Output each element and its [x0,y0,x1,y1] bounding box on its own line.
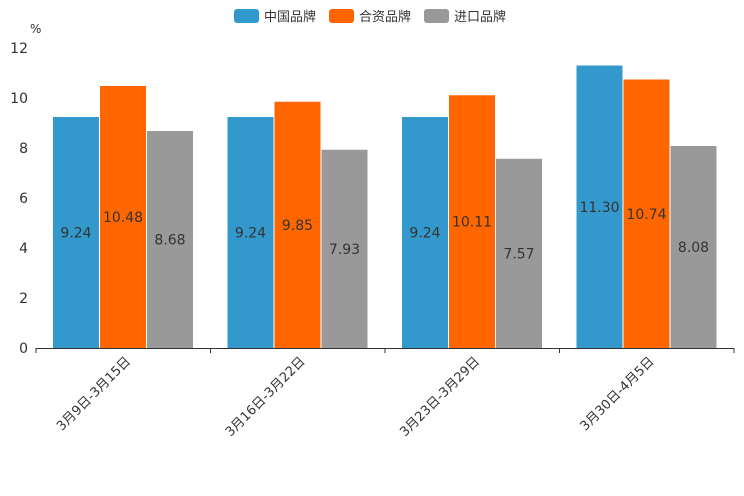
data-label: 9.24 [235,226,266,242]
y-tick-label: 0 [19,341,28,357]
bars: 9.24 10.48 8.68 9.24 9.85 7.93 9.24 10.11 7.57 11… [53,65,717,349]
legend: 中国品牌 合资品牌 进口品牌 [234,9,506,25]
bar-合资品牌-3[interactable] [623,79,670,349]
data-label: 11.30 [579,200,619,216]
data-label: 8.08 [678,240,709,256]
legend-swatch[interactable] [424,9,449,23]
data-label: 9.24 [60,226,91,242]
data-label: 10.11 [452,215,492,231]
legend-swatch[interactable] [234,9,259,23]
legend-label[interactable]: 合资品牌 [359,9,411,25]
x-category-label: 3月30日-4月5日 [578,354,658,434]
legend-label[interactable]: 进口品牌 [454,9,506,25]
data-label: 8.68 [154,233,185,249]
legend-label[interactable]: 中国品牌 [264,9,316,25]
bar-合资品牌-1[interactable] [274,101,321,348]
x-category-label: 3月23日-3月29日 [397,354,483,440]
data-label: 7.57 [503,246,534,262]
bar-进口品牌-1[interactable] [321,149,368,348]
bar-中国品牌-2[interactable] [402,117,448,348]
bar-合资品牌-0[interactable] [100,86,146,348]
x-category-label: 3月9日-3月15日 [54,354,134,434]
data-label: 9.24 [409,226,440,242]
y-tick-label: 4 [19,241,28,257]
y-tick-label: 8 [19,141,28,157]
bar-中国品牌-1[interactable] [227,117,274,348]
data-label: 9.85 [282,218,313,234]
x-axis: 3月9日-3月15日 3月16日-3月22日 3月23日-3月29日 3月30日-4月… [35,348,735,440]
y-tick-label: 10 [10,91,28,107]
data-label: 7.93 [329,242,360,258]
y-tick-label: 6 [19,191,28,207]
y-tick-label: 2 [19,291,28,307]
bar-进口品牌-3[interactable] [670,146,717,348]
bar-进口品牌-2[interactable] [496,158,542,348]
bar-进口品牌-0[interactable] [147,131,193,348]
legend-swatch[interactable] [329,9,354,23]
x-category-label: 3月16日-3月22日 [223,354,309,440]
bar-中国品牌-0[interactable] [53,117,99,348]
y-unit-label: % [30,22,41,36]
data-label: 10.48 [103,210,143,226]
data-label: 10.74 [626,207,666,223]
y-tick-label: 12 [10,41,28,57]
bar-中国品牌-3[interactable] [576,65,623,349]
y-axis: 0 2 4 6 8 10 12 [10,41,28,357]
bar-合资品牌-2[interactable] [449,95,495,348]
